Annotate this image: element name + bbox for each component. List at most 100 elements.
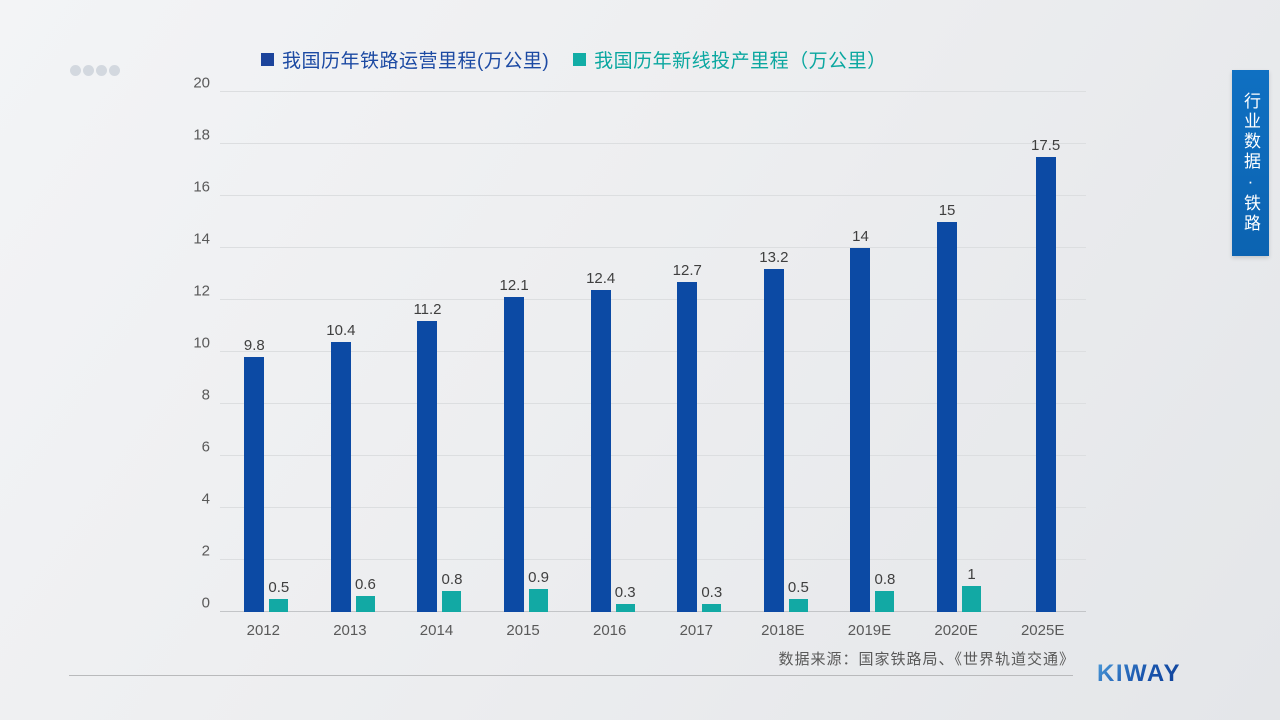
category-group: 13.2 0.5 2018E: [740, 92, 827, 639]
gridline: [220, 91, 1086, 92]
bar: [937, 222, 958, 612]
legend-item-operating-mileage: 我国历年铁路运营里程(万公里): [261, 46, 549, 73]
bar-column: 9.8: [244, 337, 265, 612]
bar-column: 0.5: [788, 579, 809, 612]
bar-value-label: 0.6: [354, 576, 376, 594]
bar-column: 0.8: [442, 571, 462, 612]
pagination-dots: [70, 65, 120, 76]
bar-column: 1: [962, 566, 982, 612]
chart-legend: 我国历年铁路运营里程(万公里) 我国历年新线投产里程（万公里）: [261, 46, 887, 73]
bar: [962, 586, 982, 612]
y-axis-label: 6: [201, 438, 210, 456]
bar-column: 0.3: [615, 584, 636, 612]
bar-column: 0.9: [528, 569, 549, 612]
bar: [615, 604, 635, 612]
bar-value-label: 10.4: [326, 321, 356, 339]
y-axis-label: 10: [193, 334, 210, 352]
bar: [702, 604, 722, 612]
dot-icon: [109, 65, 120, 76]
legend-label: 我国历年铁路运营里程(万公里): [282, 51, 550, 72]
bar-value-label: 0.3: [614, 584, 636, 602]
legend-swatch-teal-icon: [573, 53, 587, 66]
footer-divider: [69, 675, 1073, 676]
bar: [330, 341, 351, 612]
bar-column: 17.5: [1031, 137, 1060, 612]
gridline: [220, 455, 1086, 456]
y-axis-label: 18: [193, 126, 210, 144]
bar-column: 10.4: [326, 322, 355, 612]
bar: [788, 599, 808, 612]
category-group: 9.8 0.5 2012: [220, 92, 307, 639]
bar-chart: 0 2 4 6 8 10 12 14 16 18 20 9.8 0.5 2012 10.4 0.6 2013 11…: [193, 75, 1086, 639]
dot-icon: [96, 65, 107, 76]
category-group: 12.7 0.3 2017: [653, 92, 740, 639]
bar-value-label: 9.8: [243, 337, 265, 355]
bar-value-label: 0.8: [441, 571, 463, 589]
bar: [269, 599, 289, 612]
gridline: [220, 351, 1086, 352]
bar-column: 0.6: [355, 576, 376, 612]
category-group: 11.2 0.8 2014: [393, 92, 480, 639]
y-axis-label: 14: [193, 230, 210, 248]
plot-area: 9.8 0.5 2012 10.4 0.6 2013 11.2 0.8 2014 12.1 0.9 2…: [220, 92, 1086, 639]
x-axis-label: 2019E: [847, 622, 892, 639]
category-group: 17.5 2025E: [999, 92, 1086, 639]
x-axis-line: [220, 611, 1086, 612]
bar-column: 12.4: [586, 270, 615, 612]
bar-value-label: 0.5: [787, 579, 809, 596]
bar-column: 15: [937, 202, 958, 612]
bar-column: 13.2: [759, 249, 788, 612]
y-axis-label: 0: [201, 594, 210, 612]
gridline: [220, 299, 1086, 300]
gridline: [220, 507, 1086, 508]
bar: [590, 289, 611, 612]
x-axis-label: 2017: [679, 622, 713, 639]
bar-value-label: 0.8: [874, 571, 896, 589]
bar: [763, 268, 784, 612]
legend-swatch-blue-icon: [261, 53, 274, 66]
bar-column: 14: [850, 228, 871, 612]
bar-column: 11.2: [413, 301, 442, 612]
bar: [442, 591, 462, 612]
bar: [355, 596, 375, 612]
y-axis-label: 12: [193, 282, 210, 300]
y-axis-label: 8: [201, 386, 210, 404]
bar-value-label: 0.5: [268, 579, 290, 596]
source-note: 数据来源：国家铁路局、《世界轨道交通》: [778, 651, 1075, 668]
bar: [1035, 157, 1056, 612]
bar-value-label: 11.2: [413, 300, 442, 318]
bar: [875, 591, 895, 612]
x-axis-label: 2014: [419, 622, 454, 639]
bar: [677, 281, 698, 612]
bar-value-label: 12.7: [672, 261, 702, 279]
bar-value-label: 12.1: [499, 277, 529, 295]
x-axis-label: 2016: [592, 622, 627, 639]
y-axis-label: 20: [193, 74, 210, 92]
dot-icon: [70, 65, 81, 76]
legend-item-new-line-mileage: 我国历年新线投产里程（万公里）: [573, 46, 887, 73]
y-axis-label: 4: [201, 490, 210, 508]
gridline: [220, 143, 1086, 144]
gridline: [220, 247, 1086, 248]
y-axis-label: 2: [201, 542, 210, 560]
bar: [244, 357, 265, 612]
bar-value-label: 14: [852, 228, 869, 245]
bar-value-label: 0.3: [701, 584, 723, 602]
bar-value-label: 0.9: [528, 568, 550, 586]
dot-icon: [83, 65, 94, 76]
x-axis-label: 2020E: [934, 622, 978, 639]
bar-value-label: 13.2: [759, 248, 789, 266]
bar-value-label: 17.5: [1031, 137, 1061, 154]
bar: [850, 248, 871, 612]
x-axis-label: 2012: [246, 622, 280, 639]
side-banner: 行业数据·铁路: [1232, 70, 1269, 256]
bar-column: 0.3: [701, 584, 722, 612]
gridline: [220, 559, 1086, 560]
category-group: 10.4 0.6 2013: [307, 92, 394, 639]
bar-column: 12.1: [499, 277, 529, 612]
bar-column: 0.8: [875, 571, 895, 612]
bar: [504, 297, 525, 612]
bar-column: 0.5: [268, 579, 289, 612]
y-axis-label: 16: [193, 178, 210, 196]
